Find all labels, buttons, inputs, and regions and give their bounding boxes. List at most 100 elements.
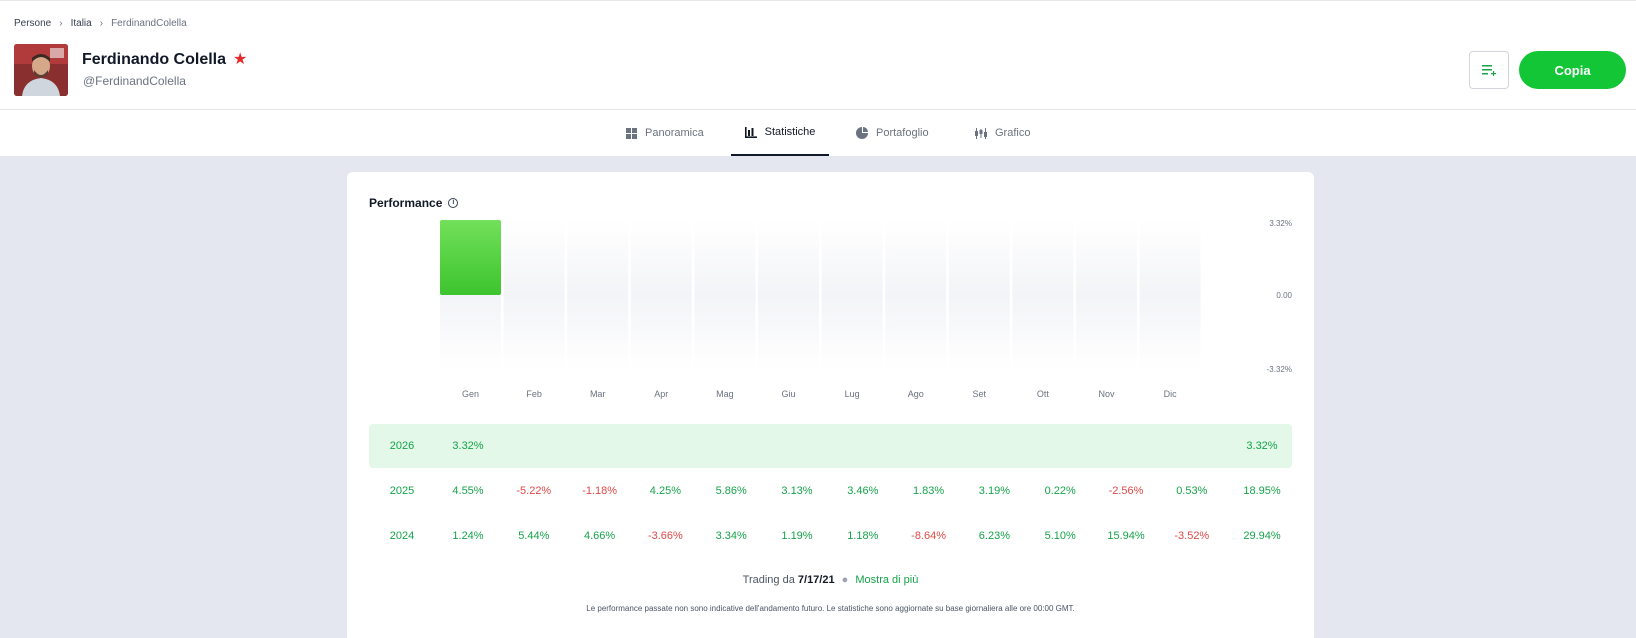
performance-table: 2026 3.32% 3.32% 2025 4.55% -5.22% -1.18% 4.25%… <box>369 424 1292 559</box>
x-tick-label: Feb <box>526 389 542 399</box>
candlestick-icon <box>975 127 987 139</box>
row-year: 2025 <box>389 485 415 497</box>
month-value: 3.34% <box>715 530 747 542</box>
month-value: 5.44% <box>518 530 550 542</box>
x-tick-label: Nov <box>1098 389 1115 399</box>
chart-column-bg <box>630 220 692 370</box>
chart-column-bg <box>885 220 947 370</box>
list-add-icon <box>1482 65 1496 76</box>
breadcrumb-item-current: FerdinandColella <box>111 18 187 29</box>
month-value: 3.19% <box>978 485 1010 497</box>
x-tick-label: Gen <box>462 389 479 399</box>
show-more-link[interactable]: Mostra di più <box>855 574 919 586</box>
chart-column-bg <box>1139 220 1201 370</box>
tab-grafico[interactable]: Grafico <box>975 110 1030 156</box>
chart-column-bg <box>1076 220 1137 370</box>
x-tick-label: Giu <box>781 389 795 399</box>
month-value: -5.22% <box>516 485 552 497</box>
tab-portafoglio[interactable]: Portafoglio <box>856 110 929 156</box>
profile-name: Ferdinando Colella ★ <box>82 51 247 69</box>
tab-label: Grafico <box>995 127 1031 139</box>
month-value: -8.64% <box>911 530 947 542</box>
month-value: -1.18% <box>582 485 618 497</box>
disclaimer: Le performance passate non sono indicati… <box>586 604 1075 613</box>
tab-bar: Panoramica Statistiche Portafoglio Grafi… <box>0 110 1636 156</box>
month-value: 15.94% <box>1107 530 1145 542</box>
x-tick-label: Set <box>973 389 987 399</box>
trading-since: Trading da 7/17/21 ● Mostra di più <box>347 574 1314 586</box>
breadcrumb-item-persone[interactable]: Persone <box>14 18 52 29</box>
chart-column-bg <box>503 220 565 370</box>
y-tick-label: 0.00 <box>1276 291 1292 300</box>
tab-label: Portafoglio <box>876 127 929 139</box>
month-value: 5.86% <box>715 485 747 497</box>
chart-column-bg <box>948 220 1010 370</box>
row-year: 2026 <box>389 440 415 452</box>
chevron-right-icon: › <box>59 18 63 29</box>
row-year: 2024 <box>389 530 415 542</box>
add-to-watchlist-button[interactable] <box>1469 51 1509 89</box>
month-value: 1.83% <box>912 485 945 497</box>
month-value: 1.19% <box>781 530 813 542</box>
table-row: 2026 3.32% 3.32% <box>369 424 1292 468</box>
month-value: 0.53% <box>1176 485 1208 497</box>
month-value: -3.52% <box>1174 530 1210 542</box>
copy-button[interactable]: Copia <box>1519 51 1626 89</box>
x-tick-label: Mar <box>590 389 606 399</box>
month-value: 0.22% <box>1044 485 1076 497</box>
table-row: 2024 1.24% 5.44% 4.66% -3.66% 3.34% 1.19% 1.18%… <box>369 514 1292 558</box>
year-total: 3.32% <box>1246 440 1278 452</box>
trading-prefix: Trading da <box>742 574 795 586</box>
month-value: 5.10% <box>1044 530 1076 542</box>
y-tick-label: 3.32% <box>1269 219 1292 228</box>
x-tick-label: Apr <box>654 389 668 399</box>
month-value: -2.56% <box>1108 485 1144 497</box>
bar-chart-icon <box>744 126 757 138</box>
tab-label: Panoramica <box>645 127 704 139</box>
chart-bar-gen[interactable] <box>440 220 501 295</box>
month-value: 1.18% <box>847 530 879 542</box>
x-tick-label: Ago <box>908 389 924 399</box>
pie-chart-icon <box>856 127 868 139</box>
month-value: -3.66% <box>647 530 683 542</box>
chart-column-bg <box>1012 220 1074 370</box>
profile-handle: @FerdinandColella <box>83 74 186 88</box>
performance-title: Performance i <box>369 196 459 210</box>
chart-column-bg <box>758 220 819 370</box>
x-tick-label: Mag <box>716 389 734 399</box>
performance-card: Performance i Gen Feb Mar Apr Mag Giu Lug Ago Se… <box>347 172 1314 638</box>
tab-label: Statistiche <box>764 126 816 138</box>
tab-panoramica[interactable]: Panoramica <box>626 110 704 156</box>
profile-name-text: Ferdinando Colella <box>82 51 227 68</box>
month-value: 3.13% <box>781 485 813 497</box>
x-tick-label: Dic <box>1164 389 1177 399</box>
performance-chart: Gen Feb Mar Apr Mag Giu Lug Ago Set Ott Nov Dic 3.3… <box>440 219 1293 399</box>
month-value: 4.25% <box>649 485 681 497</box>
chart-column-bg <box>567 220 629 370</box>
year-total: 29.94% <box>1243 530 1281 542</box>
month-value: 3.32% <box>452 440 484 452</box>
performance-title-text: Performance <box>369 196 443 210</box>
grid-icon <box>626 127 637 139</box>
x-tick-label: Ott <box>1037 389 1050 399</box>
chevron-right-icon: › <box>99 18 104 29</box>
month-value: 4.66% <box>583 530 616 542</box>
avatar <box>14 44 68 96</box>
tab-statistiche[interactable]: Statistiche <box>731 110 829 156</box>
profile-header: Persone › Italia › FerdinandColella Ferd… <box>0 0 1636 110</box>
trading-date: 7/17/21 <box>797 574 835 586</box>
month-value: 6.23% <box>978 530 1010 542</box>
month-value: 1.24% <box>452 530 484 542</box>
dot-separator: ● <box>841 574 849 586</box>
month-value: 3.46% <box>847 485 879 497</box>
year-total: 18.95% <box>1243 485 1281 497</box>
chart-column-bg <box>694 220 756 370</box>
month-value: 4.55% <box>452 485 484 497</box>
breadcrumb: Persone › Italia › FerdinandColella <box>14 18 187 29</box>
y-tick-label: -3.32% <box>1267 365 1292 374</box>
star-icon: ★ <box>233 51 248 68</box>
table-row: 2025 4.55% -5.22% -1.18% 4.25% 5.86% 3.13% 3.46… <box>369 469 1292 513</box>
info-icon[interactable]: i <box>448 198 459 208</box>
breadcrumb-item-italia[interactable]: Italia <box>70 18 92 29</box>
chart-column-bg <box>821 220 883 370</box>
